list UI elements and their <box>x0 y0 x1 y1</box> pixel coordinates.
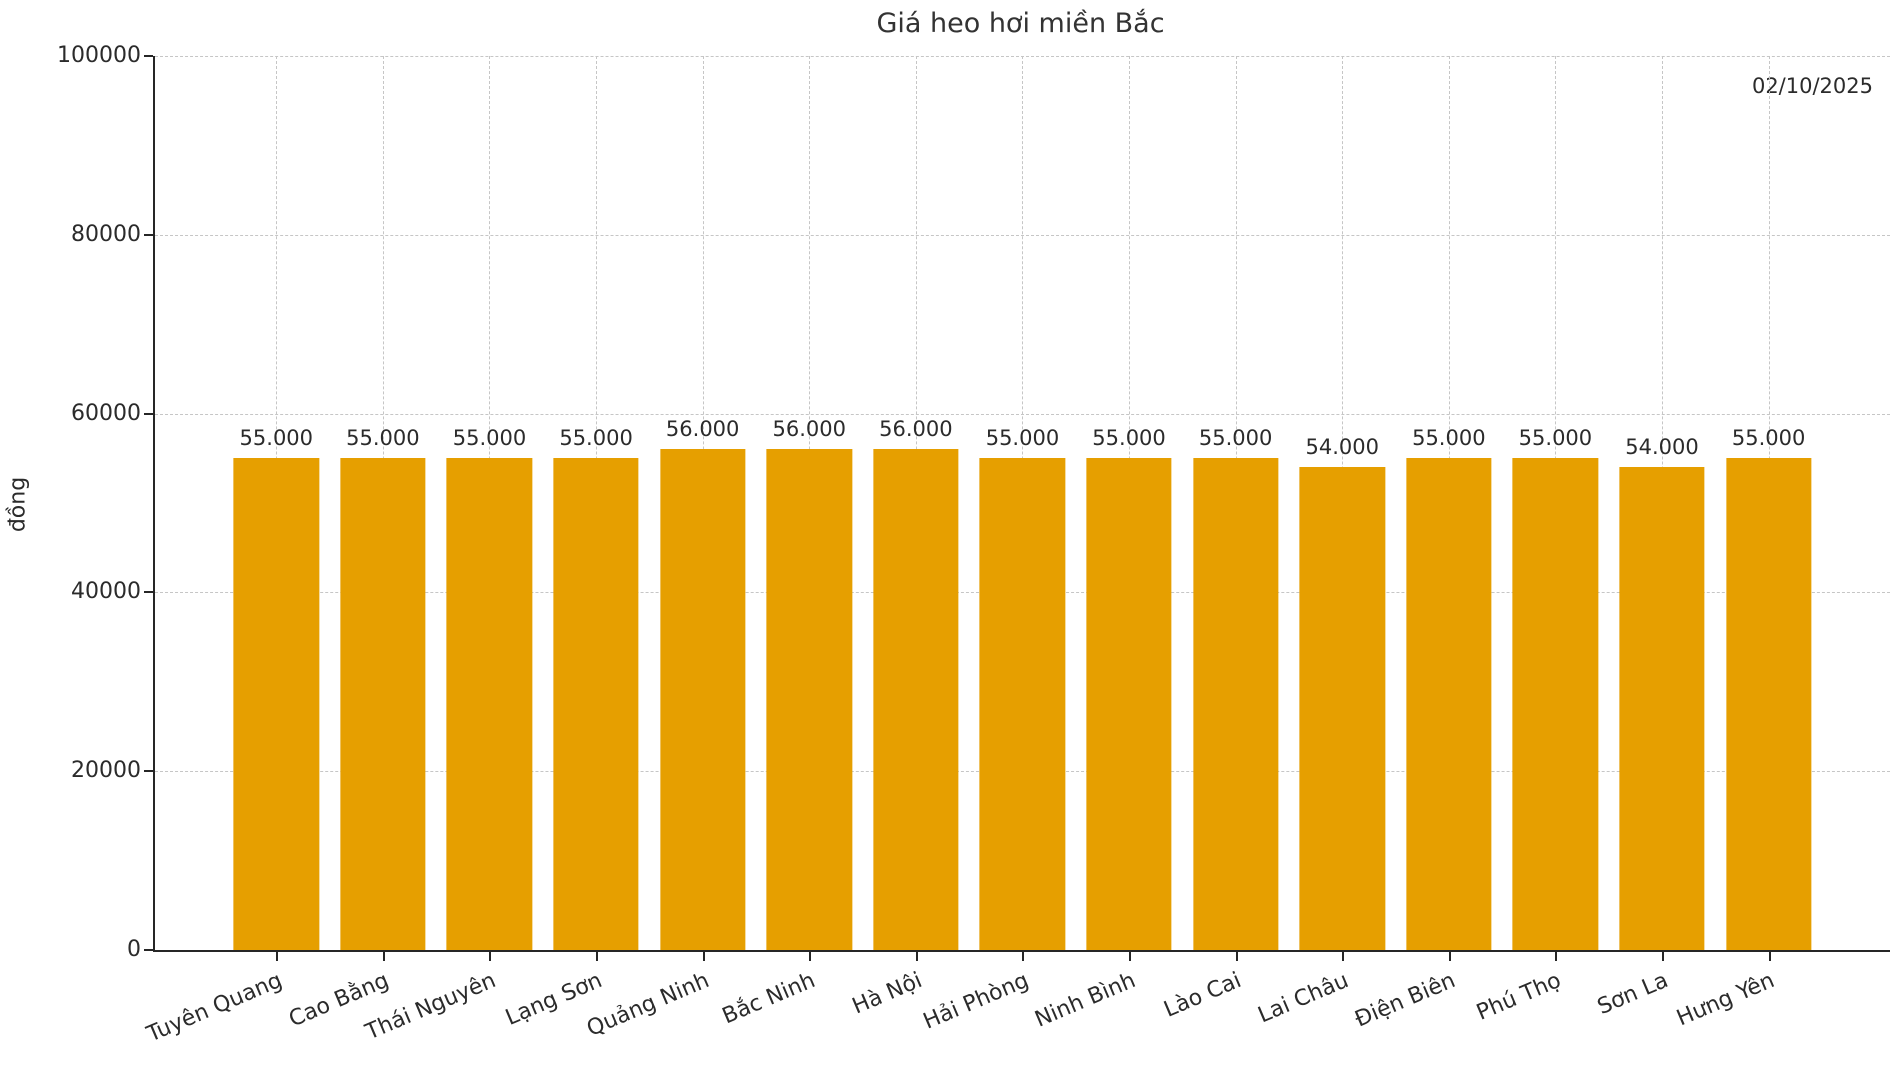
bar-phú-thọ <box>1512 458 1599 950</box>
x-tick-mark <box>382 952 385 961</box>
x-tick-label: Quảng Ninh <box>582 968 713 1042</box>
bar-cao-bằng <box>340 458 426 950</box>
x-tick-label: Hà Nội <box>848 968 926 1020</box>
bar-slot: 55.000 Cao Bằng <box>286 56 437 1032</box>
y-tick-label: 80000 <box>71 221 141 247</box>
bar-thái-nguyên <box>446 458 533 950</box>
y-tick-mark <box>144 412 153 415</box>
x-tick-label: Bắc Ninh <box>718 968 820 1030</box>
x-tick-mark <box>702 952 705 961</box>
plot-area: 55.000 Tuyên Quang 55.000 Cao Bằng 55.000 Thá… <box>57 43 1890 1047</box>
bar-slot: 55.000 Hưng Yên <box>1673 56 1822 1031</box>
bar-value-label: 55.000 <box>1412 426 1486 451</box>
bar-slot: 54.000 Sơn La <box>1594 56 1716 1020</box>
bar-value-label: 55.000 <box>239 426 314 451</box>
bar-value-label: 54.000 <box>1625 435 1699 460</box>
bar-slot: 55.000 Lào Cai <box>1161 56 1289 1023</box>
bar-lào-cai <box>1193 458 1279 950</box>
bar-value-label: 56.000 <box>772 417 846 442</box>
bar-quảng-ninh <box>660 449 746 950</box>
x-tick-label: Lai Châu <box>1254 968 1353 1029</box>
bar-slot: 56.000 Bắc Ninh <box>719 56 863 1029</box>
x-tick-label: Hải Phòng <box>919 968 1033 1035</box>
bar-hải-phòng <box>979 458 1066 950</box>
bar-value-label: 55.000 <box>1518 426 1593 451</box>
x-tick-mark <box>915 952 918 961</box>
bar-value-label: 55.000 <box>559 426 633 451</box>
x-tick-label: Lào Cai <box>1160 968 1246 1023</box>
y-tick-label: 100000 <box>57 43 141 68</box>
bar-điện-biên <box>1406 458 1492 950</box>
x-tick-label: Phú Thọ <box>1473 968 1566 1026</box>
bar-value-label: 55.000 <box>1731 426 1806 451</box>
bar-slot: 56.000 Quảng Ninh <box>583 56 756 1042</box>
bar-lạng-sơn <box>553 458 639 950</box>
y-tick-mark <box>144 233 153 236</box>
x-tick-mark <box>809 952 812 961</box>
x-tick-label: Hưng Yên <box>1673 968 1779 1032</box>
x-tick-mark <box>1448 952 1451 961</box>
bar-slot: 54.000 Lai Châu <box>1254 56 1396 1028</box>
x-tick-label: Sơn La <box>1593 968 1672 1020</box>
bar-bắc-ninh <box>766 449 852 950</box>
y-tick-mark <box>144 55 153 57</box>
bar-tuyên-quang <box>233 458 319 950</box>
y-tick-mark <box>144 949 153 951</box>
y-tick-mark <box>144 591 153 594</box>
bar-value-label: 55.000 <box>985 426 1060 451</box>
bar-slot: 56.000 Hà Nội <box>849 56 970 1020</box>
bar-value-label: 55.000 <box>452 426 527 451</box>
bar-value-label: 55.000 <box>1092 426 1166 451</box>
y-tick-label: 40000 <box>71 579 141 605</box>
y-tick-mark <box>144 770 153 773</box>
bar-value-label: 56.000 <box>665 417 740 442</box>
bar-slot: 55.000 Ninh Bình <box>1031 56 1183 1033</box>
x-tick-label: Tuyên Quang <box>143 968 287 1048</box>
x-tick-mark <box>596 952 599 961</box>
x-tick-label: Điện Biên <box>1350 968 1459 1033</box>
bar-hưng-yên <box>1725 458 1812 950</box>
bar-ninh-bình <box>1086 458 1172 950</box>
x-tick-mark <box>276 952 279 961</box>
bar-lai-châu <box>1299 467 1385 950</box>
chart-title: Giá heo hơi miền Bắc <box>876 8 1165 39</box>
y-tick-label: 20000 <box>71 758 141 784</box>
y-axis-label: đồng <box>5 476 31 533</box>
x-tick-mark <box>1022 952 1025 961</box>
bar-slot: 55.000 Thái Nguyên <box>362 56 543 1045</box>
bar-slot: 55.000 Tuyên Quang <box>144 56 330 1047</box>
bars-container: 55.000 Tuyên Quang 55.000 Cao Bằng 55.000 Thá… <box>144 56 1890 1047</box>
bar-slot: 55.000 Phú Thọ <box>1473 56 1609 1026</box>
bar-slot: 55.000 Hải Phòng <box>920 56 1076 1035</box>
bar-slot: 55.000 Điện Biên <box>1351 56 1503 1033</box>
y-tick-label: 0 <box>127 937 141 962</box>
x-tick-label: Ninh Bình <box>1030 968 1139 1033</box>
bar-value-label: 56.000 <box>879 417 953 442</box>
bar-slot: 55.000 Lạng Sơn <box>502 56 650 1031</box>
x-tick-mark <box>1235 952 1238 961</box>
date-annotation: 02/10/2025 <box>1751 74 1873 98</box>
x-tick-mark <box>1662 952 1665 961</box>
x-tick-mark <box>1342 952 1345 961</box>
bar-value-label: 55.000 <box>346 426 420 451</box>
y-tick-label: 60000 <box>71 400 141 426</box>
bar-value-label: 55.000 <box>1198 426 1273 451</box>
x-tick-mark <box>1768 952 1771 961</box>
bar-sơn-la <box>1619 467 1705 950</box>
bar-hà-nội <box>873 449 959 950</box>
x-tick-mark <box>489 952 492 961</box>
x-tick-mark <box>1129 952 1132 961</box>
bar-value-label: 54.000 <box>1305 435 1379 460</box>
x-tick-mark <box>1555 952 1558 961</box>
